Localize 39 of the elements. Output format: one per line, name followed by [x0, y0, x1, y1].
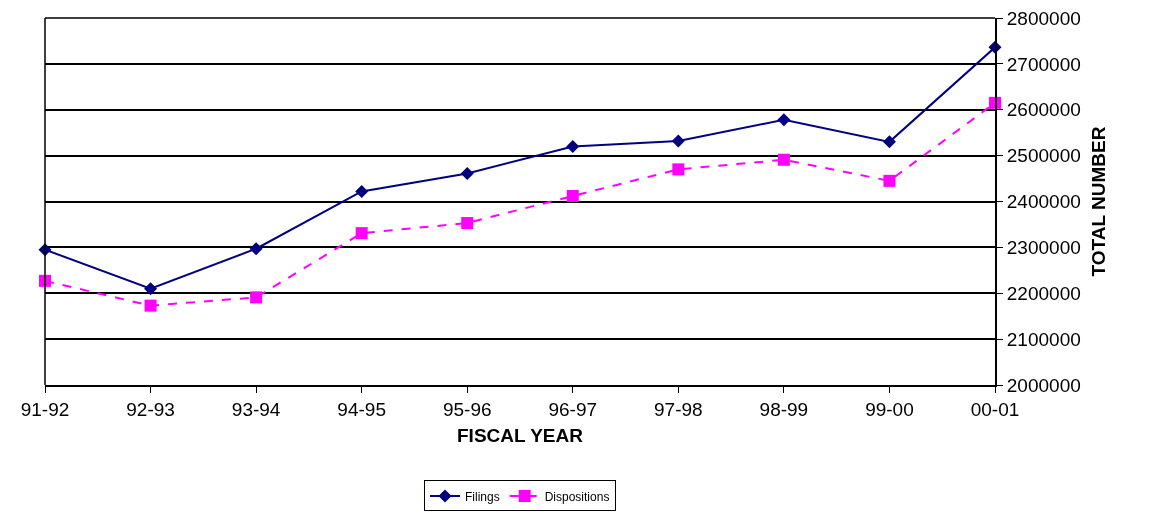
point — [355, 184, 369, 198]
point — [250, 291, 263, 304]
y-tick-label: 2000000 — [1006, 374, 1081, 396]
x-tick-label: 93-94 — [231, 398, 281, 420]
x-axis-title: FISCAL YEAR — [457, 425, 584, 447]
point — [777, 113, 791, 127]
point — [672, 163, 685, 176]
x-tick-label: 00-01 — [970, 398, 1020, 420]
y-tick-label: 2700000 — [1006, 53, 1081, 75]
point — [355, 227, 368, 240]
x-tick-label: 92-93 — [126, 398, 175, 420]
point — [566, 139, 580, 153]
x-tick-label: 99-00 — [865, 398, 914, 420]
y-tick-label: 2800000 — [1006, 7, 1081, 29]
y-tick-label: 2400000 — [1006, 191, 1081, 213]
point — [882, 135, 896, 149]
y-tick-label: 2500000 — [1006, 145, 1081, 167]
point — [144, 299, 157, 312]
x-tick-label: 95-96 — [442, 398, 492, 420]
point — [777, 153, 790, 166]
x-tick-label: 96-97 — [548, 398, 598, 420]
point — [460, 167, 474, 181]
x-tick-label: 91-92 — [20, 398, 70, 420]
x-tick-label: 97-98 — [654, 398, 703, 420]
x-tick-label: 94-95 — [337, 398, 386, 420]
y-tick-label: 2300000 — [1006, 237, 1081, 259]
point — [566, 189, 579, 202]
point — [883, 174, 896, 187]
legend-label: Dispositions — [544, 489, 610, 504]
legend-label: Filings — [465, 489, 500, 504]
point — [144, 282, 158, 296]
x-tick-label: 98-99 — [759, 398, 809, 420]
y-tick-label: 2600000 — [1006, 99, 1081, 121]
y-tick-label: 2200000 — [1006, 282, 1081, 304]
y-axis-title: TOTAL NUMBER — [1088, 126, 1110, 277]
point — [461, 217, 474, 230]
point — [671, 134, 685, 148]
point — [249, 242, 263, 256]
y-tick-label: 2100000 — [1006, 328, 1081, 350]
